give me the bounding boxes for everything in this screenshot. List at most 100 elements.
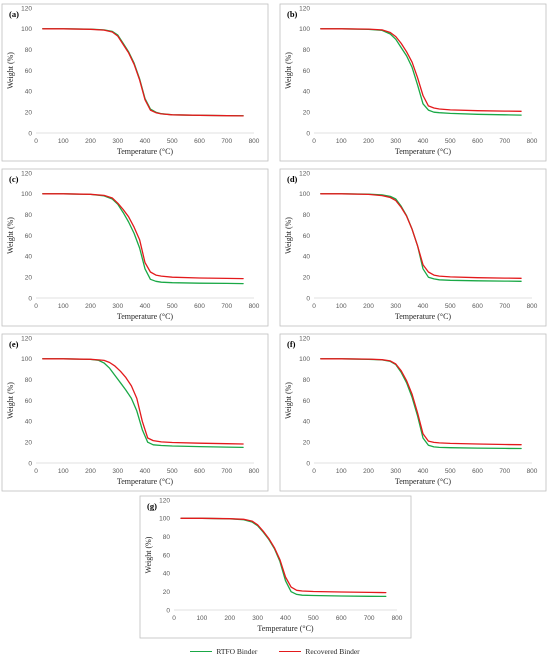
y-tick-label: 80 — [25, 47, 33, 54]
x-tick-label: 0 — [34, 303, 38, 310]
x-tick-label: 200 — [224, 615, 235, 622]
legend: RTFO Binder Recovered Binder — [0, 644, 550, 658]
x-tick-label: 800 — [249, 468, 260, 475]
x-tick-label: 300 — [390, 468, 401, 475]
x-tick-label: 600 — [472, 468, 483, 475]
chart-panel-a: 0 20 40 60 80 100 120 0 100 200 300 400 500 600 700 800… — [1, 3, 269, 162]
x-tick-label: 700 — [499, 303, 510, 310]
series-line-rtfo-binder — [42, 358, 244, 449]
x-tick-label: 200 — [363, 303, 374, 310]
y-tick-label: 100 — [299, 191, 310, 198]
y-tick-label: 20 — [303, 439, 311, 446]
x-tick-label: 700 — [499, 138, 510, 145]
y-tick-label: 40 — [163, 571, 171, 578]
x-tick-label: 100 — [336, 468, 347, 475]
x-tick-label: 800 — [527, 468, 538, 475]
panel-label-e: (e) — [9, 339, 19, 349]
x-tick-label: 400 — [280, 615, 291, 622]
y-tick-label: 80 — [25, 212, 33, 219]
y-tick-label: 80 — [163, 534, 171, 541]
panel-frame-b — [279, 3, 547, 162]
y-tick-label: 60 — [25, 398, 33, 405]
panel-label-b: (b) — [287, 9, 298, 19]
x-tick-label: 600 — [472, 138, 483, 145]
series-line-recovered-binder — [320, 28, 522, 112]
x-tick-label: 0 — [312, 138, 316, 145]
x-tick-label: 400 — [140, 468, 151, 475]
y-tick-label: 80 — [303, 212, 311, 219]
x-tick-label: 400 — [140, 138, 151, 145]
y-axis-title: Weight (%) — [6, 52, 15, 89]
legend-swatch-recovered — [279, 650, 302, 652]
x-tick-label: 100 — [336, 303, 347, 310]
x-tick-label: 300 — [390, 303, 401, 310]
x-tick-label: 700 — [221, 468, 232, 475]
y-tick-label: 40 — [25, 419, 33, 426]
x-tick-label: 800 — [527, 138, 538, 145]
y-tick-label: 120 — [21, 5, 32, 12]
y-tick-label: 20 — [25, 109, 33, 116]
x-tick-label: 600 — [194, 468, 205, 475]
legend-item-rtfo: RTFO Binder — [190, 647, 257, 656]
panel-frame-g — [139, 495, 412, 639]
y-tick-label: 40 — [303, 419, 311, 426]
y-axis-title: Weight (%) — [284, 217, 293, 254]
series-line-rtfo-binder — [42, 28, 244, 117]
x-tick-label: 200 — [85, 138, 96, 145]
y-tick-label: 0 — [306, 295, 310, 302]
y-tick-label: 60 — [25, 68, 33, 75]
x-tick-label: 700 — [499, 468, 510, 475]
y-tick-label: 40 — [303, 89, 311, 96]
x-tick-label: 600 — [472, 303, 483, 310]
x-tick-label: 400 — [418, 303, 429, 310]
series-line-recovered-binder — [42, 193, 244, 280]
x-tick-label: 500 — [308, 615, 319, 622]
x-axis-title: Temperature (°C) — [395, 312, 452, 321]
x-axis-title: Temperature (°C) — [395, 477, 452, 486]
x-tick-label: 100 — [58, 468, 69, 475]
y-tick-label: 120 — [21, 335, 32, 342]
y-tick-label: 60 — [303, 68, 311, 75]
y-axis-title: Weight (%) — [6, 217, 15, 254]
chart-panel-c: 0 20 40 60 80 100 120 0 100 200 300 400 500 600 700 800… — [1, 168, 269, 327]
x-tick-label: 400 — [418, 468, 429, 475]
x-tick-label: 300 — [390, 138, 401, 145]
panel-label-d: (d) — [287, 174, 298, 184]
y-tick-label: 100 — [21, 26, 32, 33]
y-tick-label: 100 — [299, 26, 310, 33]
x-tick-label: 500 — [167, 138, 178, 145]
panel-frame-c — [1, 168, 269, 327]
y-tick-label: 60 — [25, 233, 33, 240]
panel-label-a: (a) — [9, 9, 19, 19]
series-line-rtfo-binder — [180, 517, 387, 598]
x-tick-label: 800 — [527, 303, 538, 310]
x-axis-title: Temperature (°C) — [117, 147, 174, 156]
x-axis-title: Temperature (°C) — [257, 624, 314, 633]
x-tick-label: 600 — [194, 303, 205, 310]
x-tick-label: 800 — [249, 138, 260, 145]
y-tick-label: 60 — [303, 233, 311, 240]
y-tick-label: 0 — [306, 130, 310, 137]
x-tick-label: 400 — [418, 138, 429, 145]
y-tick-label: 40 — [303, 254, 311, 261]
y-tick-label: 20 — [25, 439, 33, 446]
y-tick-label: 80 — [303, 47, 311, 54]
x-tick-label: 500 — [445, 468, 456, 475]
y-tick-label: 120 — [21, 170, 32, 177]
x-tick-label: 500 — [167, 468, 178, 475]
x-tick-label: 0 — [34, 468, 38, 475]
x-tick-label: 500 — [167, 303, 178, 310]
y-tick-label: 40 — [25, 254, 33, 261]
x-axis-title: Temperature (°C) — [117, 477, 174, 486]
series-line-recovered-binder — [320, 358, 522, 446]
x-tick-label: 300 — [112, 138, 123, 145]
y-tick-label: 60 — [303, 398, 311, 405]
y-tick-label: 0 — [28, 460, 32, 467]
panel-frame-e — [1, 333, 269, 492]
chart-panel-d: 0 20 40 60 80 100 120 0 100 200 300 400 500 600 700 800… — [279, 168, 547, 327]
y-axis-title: Weight (%) — [284, 52, 293, 89]
x-tick-label: 200 — [85, 468, 96, 475]
y-tick-label: 20 — [303, 274, 311, 281]
y-tick-label: 20 — [25, 274, 33, 281]
y-tick-label: 80 — [303, 377, 311, 384]
